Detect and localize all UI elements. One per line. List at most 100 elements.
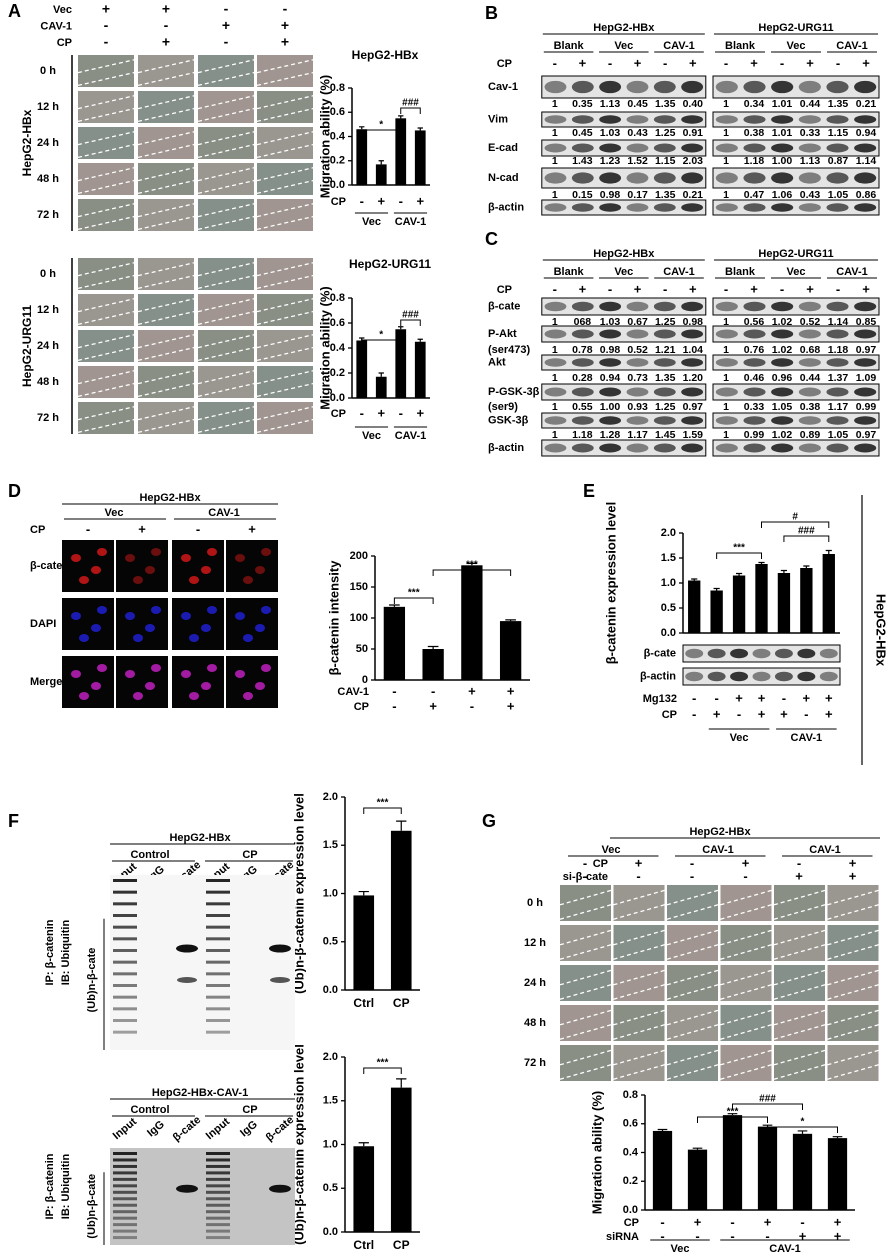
label: CAV-1 xyxy=(702,844,734,856)
band xyxy=(206,1030,230,1034)
band xyxy=(819,671,838,682)
treatment-sign: + xyxy=(162,1,170,17)
significance-bracket xyxy=(767,1126,838,1133)
y-tick-label: 0.2 xyxy=(330,367,345,379)
wound-edge xyxy=(827,889,879,920)
quantification: 0.98 xyxy=(600,189,621,201)
band xyxy=(269,944,291,953)
significance-bracket xyxy=(400,319,421,326)
band xyxy=(544,80,567,94)
treatment-name: CP xyxy=(662,709,677,721)
significance-bracket xyxy=(716,552,762,559)
band xyxy=(854,416,877,425)
quantification: 0.35 xyxy=(572,98,593,110)
bar xyxy=(792,1133,813,1210)
time-label: 72 h xyxy=(37,209,59,221)
wound-edge xyxy=(559,929,612,960)
micrograph xyxy=(62,656,114,708)
error-bar xyxy=(692,1147,703,1150)
wound-edge xyxy=(666,1049,719,1080)
micrograph xyxy=(116,656,168,708)
band xyxy=(653,416,676,425)
wound-edge xyxy=(559,1049,612,1080)
protein-label: P-GSK-3β xyxy=(488,386,540,398)
wound-edge xyxy=(256,334,314,362)
cell xyxy=(261,664,271,672)
wound-edge xyxy=(827,929,879,960)
quantification: 0.78 xyxy=(572,344,593,356)
band xyxy=(544,329,567,339)
band xyxy=(206,984,230,987)
quantification: 0.96 xyxy=(772,372,793,384)
y-tick-label: 1.5 xyxy=(323,839,338,851)
band xyxy=(626,115,649,124)
wound-edge xyxy=(77,406,135,434)
chart-title: HepG2-HBx xyxy=(352,48,419,62)
cell xyxy=(207,606,217,614)
label: HepG2-HBx xyxy=(593,22,655,34)
cell xyxy=(261,548,271,556)
wound-edge xyxy=(773,889,826,920)
band xyxy=(653,143,676,153)
band xyxy=(206,925,230,929)
band xyxy=(626,443,649,453)
quantification: 1.05 xyxy=(828,189,849,201)
label: CAV-1 xyxy=(836,40,868,52)
significance: * xyxy=(801,1117,805,1128)
treatment-sign: - xyxy=(608,281,612,296)
bar xyxy=(414,341,426,398)
treatment-sign: + xyxy=(416,193,424,208)
cell xyxy=(201,624,211,632)
label: CAV-1 xyxy=(663,266,695,278)
micrograph xyxy=(172,656,224,708)
wound-edge xyxy=(256,298,314,326)
significance: * xyxy=(379,330,383,341)
treatment-name: si-β-cate xyxy=(563,871,608,883)
cell-line: HepG2-HBx xyxy=(20,109,34,176)
quantification: 1.14 xyxy=(828,316,849,328)
micrograph xyxy=(226,598,278,650)
y-tick-label: 0.0 xyxy=(623,1204,638,1216)
quantification: 1.02 xyxy=(772,316,793,328)
band xyxy=(599,172,622,184)
label: Vec xyxy=(787,266,806,278)
treatment-name: CP xyxy=(624,1217,639,1229)
wound-edge xyxy=(197,298,255,326)
treatment-sign: - xyxy=(743,868,747,883)
y-tick-label: 0.6 xyxy=(330,317,345,329)
band xyxy=(544,301,567,312)
quantification: 0.17 xyxy=(627,189,648,201)
treatment-sign: - xyxy=(164,17,169,33)
wound-edge xyxy=(773,1049,826,1080)
group-label: Vec xyxy=(671,1243,690,1255)
cell xyxy=(255,624,265,632)
band xyxy=(854,172,877,184)
quantification: 1.00 xyxy=(600,401,621,413)
error-bar xyxy=(398,115,404,119)
quantification: 1.35 xyxy=(828,98,849,110)
micrograph xyxy=(226,540,278,592)
band xyxy=(681,172,704,184)
significance: ### xyxy=(759,1094,776,1105)
micrograph xyxy=(62,598,114,650)
treatment-sign: - xyxy=(724,55,728,70)
wound-edge xyxy=(720,1049,772,1080)
bar xyxy=(390,830,412,990)
treatment-sign: - xyxy=(660,1214,664,1229)
micrograph xyxy=(172,598,224,650)
band xyxy=(113,1164,137,1168)
band xyxy=(743,416,766,425)
treatment-sign: + xyxy=(222,17,230,33)
treatment-name: CP xyxy=(331,196,346,208)
wound-edge xyxy=(197,370,255,398)
treatment-sign: + xyxy=(138,521,146,536)
group-label: Vec xyxy=(362,430,381,442)
cell xyxy=(91,566,101,574)
band xyxy=(113,925,137,929)
quantification: 1.02 xyxy=(772,344,793,356)
treatment-sign: - xyxy=(730,1214,734,1229)
cell xyxy=(97,606,107,614)
label: HepG2-HBx xyxy=(689,826,751,838)
band xyxy=(854,115,877,124)
band xyxy=(771,301,794,312)
